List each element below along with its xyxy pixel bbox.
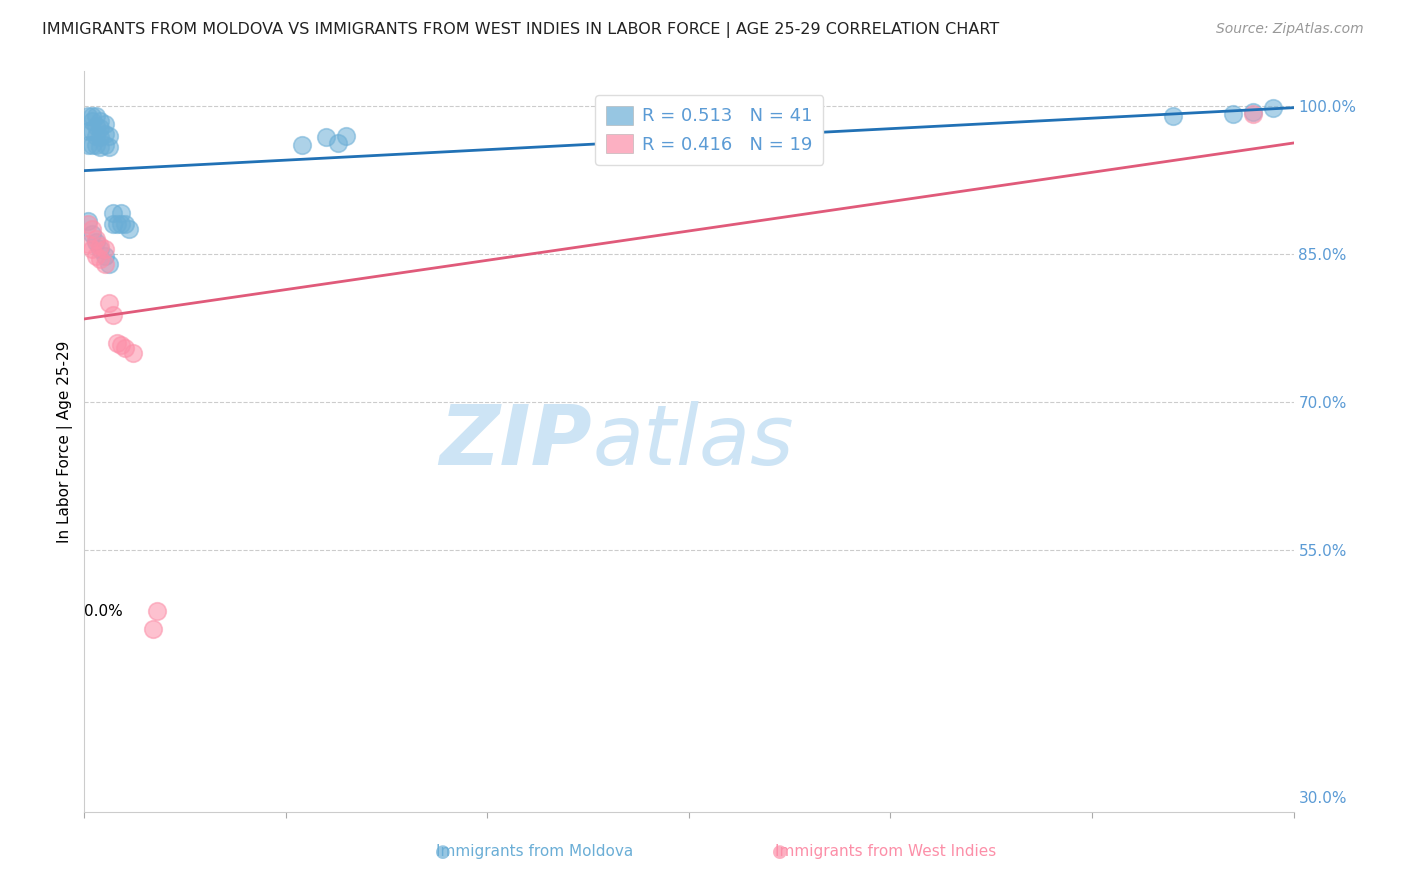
Point	[97, 140, 120, 154]
Point	[89, 113, 111, 128]
Point	[118, 222, 141, 236]
Point	[291, 138, 314, 153]
Point	[1241, 107, 1264, 121]
Point	[82, 138, 104, 153]
Point	[82, 222, 104, 236]
Point	[93, 127, 115, 141]
Point	[93, 249, 115, 263]
Point	[77, 237, 100, 252]
Y-axis label: In Labor Force | Age 25-29: In Labor Force | Age 25-29	[58, 341, 73, 542]
Point	[101, 218, 124, 232]
Point	[82, 123, 104, 137]
Point	[82, 227, 104, 242]
Text: Immigrants from West Indies: Immigrants from West Indies	[775, 845, 997, 859]
Point	[86, 235, 108, 249]
Point	[110, 218, 132, 232]
Point	[335, 128, 357, 143]
Point	[101, 308, 124, 322]
Text: IMMIGRANTS FROM MOLDOVA VS IMMIGRANTS FROM WEST INDIES IN LABOR FORCE | AGE 25-2: IMMIGRANTS FROM MOLDOVA VS IMMIGRANTS FR…	[42, 22, 1000, 38]
Point	[93, 257, 115, 271]
Point	[110, 205, 132, 219]
Point	[89, 140, 111, 154]
Point	[146, 604, 169, 618]
Legend: R = 0.513   N = 41, R = 0.416   N = 19: R = 0.513 N = 41, R = 0.416 N = 19	[595, 95, 824, 165]
Point	[1222, 107, 1244, 121]
Point	[77, 109, 100, 123]
Text: atlas: atlas	[592, 401, 794, 482]
Text: ●: ●	[772, 843, 789, 861]
Point	[77, 138, 100, 153]
Point	[97, 296, 120, 310]
Point	[1241, 104, 1264, 119]
Point	[1161, 109, 1184, 123]
Point	[86, 119, 108, 133]
Point	[86, 109, 108, 123]
Point	[105, 335, 128, 350]
Point	[97, 128, 120, 143]
Point	[93, 138, 115, 153]
Point	[1263, 101, 1285, 115]
Point	[89, 242, 111, 256]
Point	[110, 338, 132, 352]
Point	[77, 218, 100, 232]
Point	[93, 242, 115, 256]
Point	[86, 232, 108, 246]
Point	[82, 242, 104, 256]
Text: Immigrants from Moldova: Immigrants from Moldova	[436, 845, 633, 859]
Point	[89, 252, 111, 266]
Point	[105, 218, 128, 232]
Text: ZIP: ZIP	[440, 401, 592, 482]
Point	[328, 136, 350, 151]
Text: ●: ●	[434, 843, 451, 861]
Point	[114, 218, 136, 232]
Point	[86, 128, 108, 143]
Point	[82, 109, 104, 123]
Point	[142, 622, 165, 636]
Point	[97, 257, 120, 271]
Point	[86, 138, 108, 153]
Text: 0.0%: 0.0%	[84, 605, 124, 619]
Point	[89, 120, 111, 135]
Point	[89, 130, 111, 145]
Point	[114, 341, 136, 355]
Point	[101, 205, 124, 219]
Point	[315, 130, 337, 145]
Point	[93, 117, 115, 131]
Text: Source: ZipAtlas.com: Source: ZipAtlas.com	[1216, 22, 1364, 37]
Point	[86, 249, 108, 263]
Point	[82, 113, 104, 128]
Point	[77, 123, 100, 137]
Point	[121, 345, 143, 359]
Point	[89, 239, 111, 253]
Point	[77, 214, 100, 228]
